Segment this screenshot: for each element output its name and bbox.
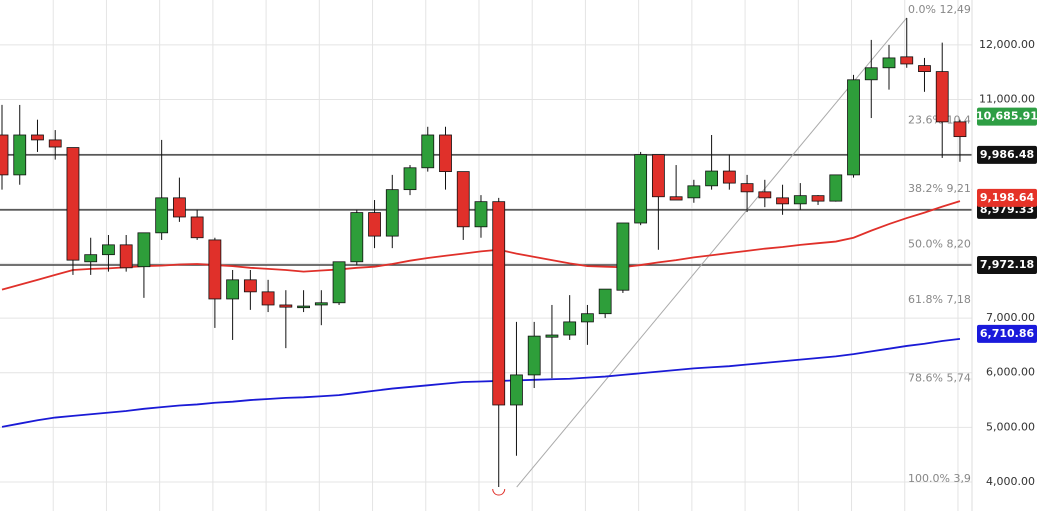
candle-body (439, 134, 452, 173)
candle-body (297, 305, 310, 309)
candle-body (279, 304, 293, 308)
fib-label: 38.2% 9,214 (908, 182, 978, 195)
candle-body (119, 244, 133, 269)
moving-average (1, 337, 961, 428)
moving-average (1, 200, 961, 291)
fib-label: 100.0% 3,90 (908, 472, 978, 485)
candle-body (332, 261, 346, 304)
candle-body (261, 291, 275, 306)
candle-body (616, 222, 630, 291)
fib-label: 61.8% 7,187 (908, 293, 978, 306)
candle-body (190, 216, 204, 239)
price-label: 6,710.86 (980, 327, 1035, 340)
candle-body (0, 134, 9, 176)
candle-body (456, 171, 470, 228)
price-label-box (977, 188, 1037, 207)
candle-body (634, 154, 648, 224)
candle-body (793, 195, 807, 205)
price-label-box (977, 255, 1037, 274)
candle-body (705, 170, 718, 187)
candle-body (563, 321, 577, 336)
candle-body (314, 302, 328, 306)
candle-body (84, 254, 98, 263)
candle-body (385, 189, 399, 237)
candle-body (811, 195, 825, 202)
candle-body (421, 134, 435, 169)
candle-body (172, 197, 186, 218)
candle-body (474, 201, 488, 228)
candle-body (102, 244, 115, 256)
candle-body (368, 212, 381, 237)
candle-body (492, 201, 506, 406)
candle-body (722, 170, 736, 184)
candle-body (651, 154, 665, 198)
y-tick-label: 4,000.00 (986, 475, 1035, 488)
price-label: 9,198.64 (980, 191, 1035, 204)
candle-body (847, 79, 860, 176)
price-label-box (977, 145, 1037, 164)
candle-body (527, 335, 541, 376)
candle-body (900, 56, 914, 65)
candle-body (226, 279, 240, 300)
fib-label: 50.0% 8,201 (908, 237, 978, 250)
candle-body (510, 374, 523, 406)
candle-body (48, 139, 62, 148)
fib-label: 0.0% 12,495 (908, 3, 978, 16)
candle-body (918, 65, 931, 72)
candle-body (758, 191, 772, 199)
candle-body (598, 288, 612, 315)
y-tick-label: 5,000.00 (986, 420, 1035, 433)
candle-body (776, 197, 789, 205)
candle-body (864, 67, 878, 81)
candle-body (403, 167, 417, 191)
price-label-box (977, 107, 1037, 126)
candle-body (740, 183, 754, 193)
candle-body (935, 71, 949, 123)
candle-body (545, 334, 559, 338)
fib-label: 78.6% 5,744 (908, 372, 978, 385)
y-tick-label: 6,000.00 (986, 366, 1035, 379)
candle-body (882, 57, 896, 69)
price-label: 7,972.18 (980, 258, 1034, 271)
candle-body (243, 279, 257, 293)
candle-body (829, 174, 843, 202)
candle-body (66, 147, 80, 261)
low-marker (492, 489, 506, 496)
price-label-box (977, 324, 1037, 343)
candle-body (953, 121, 967, 138)
y-tick-label: 11,000.00 (979, 92, 1035, 105)
candle-body (669, 196, 683, 201)
candle-body (137, 232, 151, 268)
price-label: 10,685.91 (976, 110, 1038, 123)
y-tick-label: 7,000.00 (986, 311, 1035, 324)
fib-trendline (516, 17, 908, 488)
y-tick-label: 12,000.00 (979, 38, 1035, 51)
candle-body (208, 239, 222, 300)
candle-body (13, 134, 27, 176)
price-label: 9,986.48 (980, 148, 1034, 161)
candle-body (31, 134, 44, 141)
candle-body (350, 212, 364, 263)
candle-body (155, 197, 169, 234)
candle-body (581, 313, 594, 323)
candle-body (687, 185, 701, 199)
